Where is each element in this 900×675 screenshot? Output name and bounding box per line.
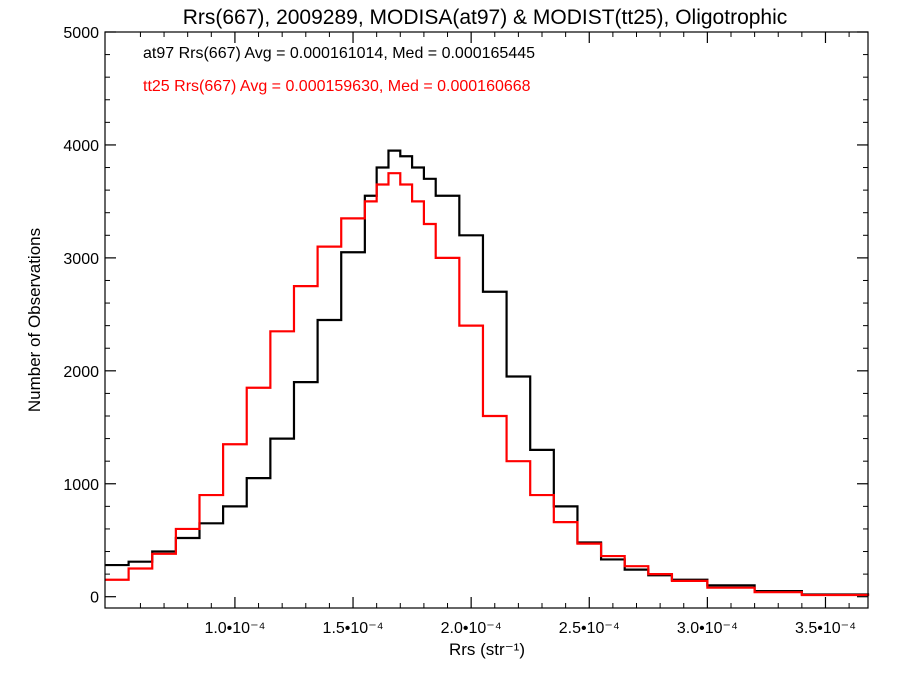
stats-annotation-at97: at97 Rrs(667) Avg = 0.000161014, Med = 0… (143, 45, 535, 62)
y-tick-label: 4000 (63, 138, 99, 155)
chart-title: Rrs(667), 2009289, MODISA(at97) & MODIST… (183, 6, 788, 29)
y-tick-label: 3000 (63, 251, 99, 268)
x-tick-label: 3.5•10⁻⁴ (795, 620, 856, 637)
y-tick-label: 5000 (63, 25, 99, 42)
y-tick-label: 2000 (63, 364, 99, 381)
x-tick-label: 3.0•10⁻⁴ (677, 620, 738, 637)
x-tick-label: 1.0•10⁻⁴ (204, 620, 265, 637)
y-axis-label: Number of Observations (25, 228, 44, 412)
series-layer (105, 149, 870, 597)
x-axis-label: Rrs (str⁻¹) (449, 640, 525, 659)
series-line-tt25 (105, 172, 870, 597)
x-tick-label: 1.5•10⁻⁴ (323, 620, 384, 637)
stats-annotation-tt25: tt25 Rrs(667) Avg = 0.000159630, Med = 0… (143, 78, 531, 95)
y-tick-label: 0 (90, 590, 99, 607)
x-tick-label: 2.5•10⁻⁴ (559, 620, 620, 637)
x-tick-label: 2.0•10⁻⁴ (441, 620, 502, 637)
axes-layer: 0 1000 2000 3000 4000 5000 1.0•10⁻⁴ 1.5•10⁻⁴ 2.0… (63, 25, 869, 637)
y-tick-label: 1000 (63, 477, 99, 494)
series-line-at97 (105, 149, 870, 596)
plot-frame (104, 31, 869, 609)
